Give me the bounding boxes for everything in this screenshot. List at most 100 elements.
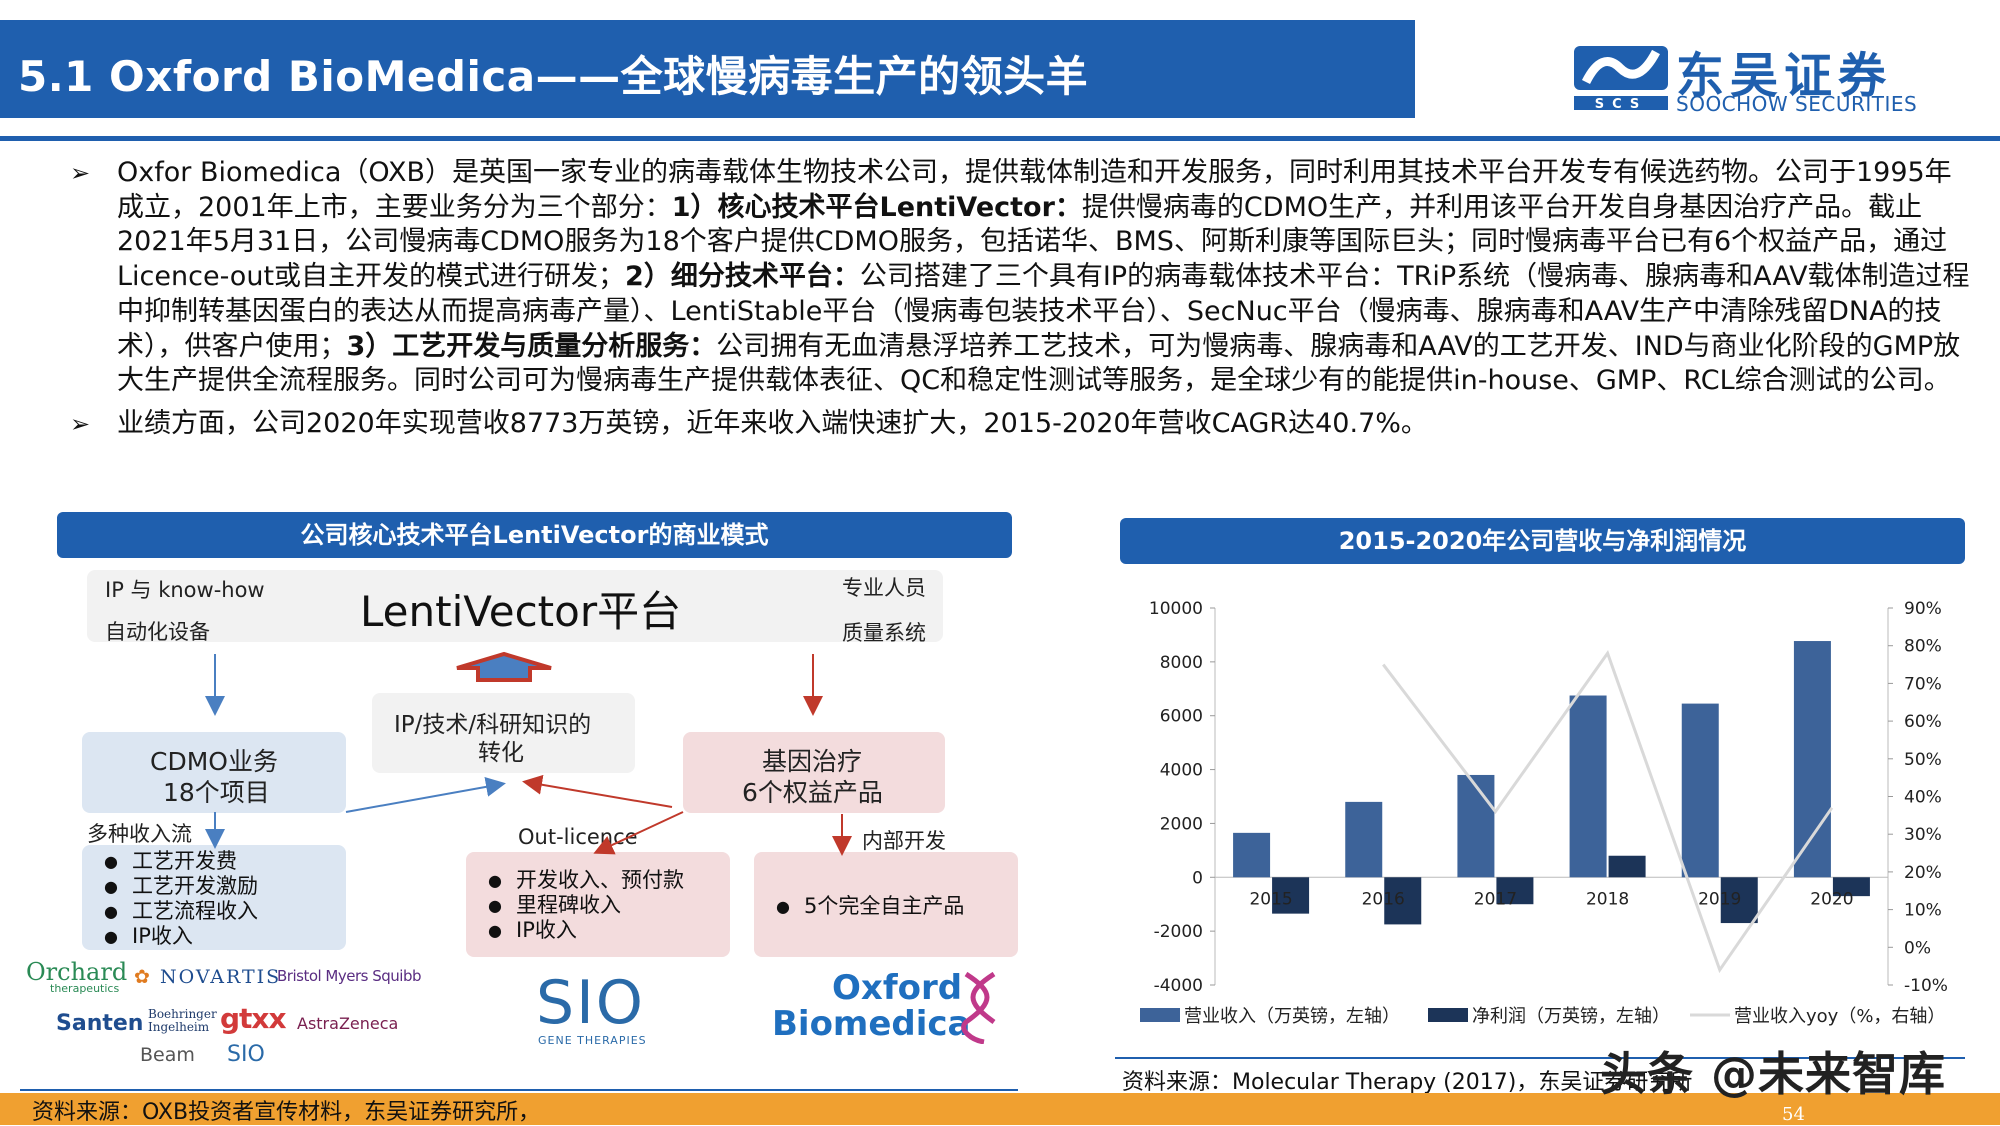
legend-swatch: [1428, 1008, 1468, 1022]
list-item: IP收入: [104, 924, 258, 949]
logo-mark: SCS: [1595, 97, 1648, 112]
revenue-bar: [1345, 801, 1383, 878]
legend-label: 净利润（万英镑，左轴）: [1472, 1006, 1670, 1027]
diagram-arrows: [205, 651, 852, 856]
revenue-streams-list: 工艺开发费 工艺开发激励 工艺流程收入 IP收入: [104, 849, 258, 949]
left-source: 资料来源：OXB投资者宣传材料，东吴证券研究所，: [32, 1100, 541, 1125]
ip-up-arrow-icon: [456, 651, 552, 682]
revenue-bar: [1569, 695, 1607, 878]
sio-logo: SIO GENE THERAPIES: [536, 968, 647, 1047]
x-tick-label: 2020: [1810, 889, 1853, 909]
bullet-text: 公司拥有无血清悬浮培养工艺技术，可为慢病毒、腺病毒和AAV的工艺开发、IND与商…: [117, 330, 1961, 397]
outlicence-list: 开发收入、预付款 里程碑收入 IP收入: [488, 868, 684, 943]
astrazeneca-logo: AstraZeneca: [297, 1014, 399, 1033]
gene-therapy-line2: 6个权益产品: [742, 778, 883, 807]
x-tick-label: 2017: [1474, 889, 1517, 909]
bullet-performance: ➢ 业绩方面，公司2020年实现营收8773万英镑，近年来收入端快速扩大，201…: [70, 407, 1970, 442]
cdmo-line2: 18个项目: [163, 778, 270, 807]
right-tick-label: -10%: [1904, 976, 1948, 996]
arrow-bullet-icon: ➢: [70, 159, 91, 187]
ip-transfer-line1: IP/技术/科研知识的: [394, 712, 592, 738]
left-tick-label: 0: [1192, 868, 1203, 888]
bullet-text: 公司搭建了三个具有IP的病毒载体技术平台：TRiP系统（慢病毒、腺病毒和AAV载…: [117, 261, 1970, 362]
right-tick-label: 60%: [1904, 712, 1942, 732]
platform-quality-label: 质量系统: [842, 621, 926, 645]
right-tick-label: 50%: [1904, 750, 1942, 770]
revenue-bar: [1233, 832, 1271, 878]
x-tick-label: 2016: [1362, 889, 1405, 909]
left-tick-label: 4000: [1160, 761, 1203, 781]
orchard-logo: Orchard therapeutics: [26, 958, 128, 995]
list-item: IP收入: [488, 918, 684, 943]
gtx-logo: gtxx: [220, 1002, 287, 1035]
novartis-flame-icon: ✿: [134, 966, 152, 988]
platform-ip-label: IP 与 know-how: [105, 578, 265, 602]
right-tick-label: 80%: [1904, 637, 1942, 657]
bullet-company: ➢ Oxfor Biomedica（OXB）是英国一家专业的病毒载体生物技术公司…: [70, 156, 1970, 399]
novartis-logo: ✿ NOVARTIS: [134, 966, 282, 988]
bullet-highlight: 1）核心技术平台LentiVector：: [671, 191, 1082, 223]
revenue-bar: [1681, 703, 1719, 878]
boehringer-logo: Boehringer Ingelheim: [148, 1007, 217, 1034]
net-profit-bar: [1720, 877, 1758, 924]
platform-automation-label: 自动化设备: [105, 620, 210, 644]
outlicence-label: Out-licence: [518, 825, 638, 849]
net-profit-bar: [1384, 877, 1422, 925]
chart-source-rule: [1115, 1057, 1965, 1059]
bullet-highlight: 3）工艺开发与质量分析服务：: [346, 330, 717, 362]
arrow-gene-to-ip: [522, 774, 673, 808]
platform-title: LentiVector平台: [360, 587, 682, 636]
watermark: 头条 @未来智库: [1600, 1047, 1947, 1101]
title-bar: [0, 20, 1415, 118]
right-tick-label: 30%: [1904, 825, 1942, 845]
left-tick-label: -4000: [1154, 976, 1203, 996]
left-tick-label: -2000: [1154, 922, 1203, 942]
bullet-text: 提供慢病毒的CDMO生产，并利用该平台开发自身基因治疗产品。截止2021年5月3…: [117, 191, 1948, 293]
right-tick-label: 10%: [1904, 901, 1942, 921]
ip-transfer-box: [372, 693, 635, 773]
x-tick-label: 2019: [1698, 889, 1741, 909]
chart-source: 资料来源：Molecular Therapy (2017)，东吴证券研究所: [1122, 1070, 1693, 1095]
list-item: 工艺流程收入: [104, 899, 258, 924]
oxford-biomedica-logo: Oxford Biomedica: [772, 970, 996, 1044]
x-tick-label: 2015: [1249, 889, 1292, 909]
footer-bar: [0, 1093, 2000, 1125]
list-item: 里程碑收入: [488, 893, 684, 918]
bms-logo: Bristol Myers Squibb: [277, 967, 422, 985]
bullet-text: 业绩方面，公司2020年实现营收8773万英镑，近年来收入端快速扩大，2015-…: [117, 407, 1428, 439]
scs-logo-icon: SCS: [1574, 46, 1668, 112]
list-item: 5个完全自主产品: [776, 894, 964, 919]
chart-header: 2015-2020年公司营收与净利润情况: [1120, 518, 1965, 564]
legend-swatch: [1140, 1008, 1180, 1022]
beam-logo: Beam: [140, 1044, 195, 1066]
dna-helix-icon: [961, 972, 996, 1044]
bullet-text: Oxfor Biomedica（OXB）是英国一家专业的病毒载体生物技术公司，提…: [117, 157, 1952, 223]
arrow-bullet-icon: ➢: [70, 409, 91, 438]
logo-en: SOOCHOW SECURITIES: [1676, 92, 1918, 116]
sio-small-logo: SIO: [227, 1042, 265, 1067]
revenue-streams-label: 多种收入流: [87, 822, 192, 846]
bullet-highlight: 2）细分技术平台：: [625, 261, 860, 293]
legend-label: 营业收入（万英镑，左轴）: [1184, 1006, 1400, 1027]
left-tick-label: 6000: [1160, 707, 1203, 727]
revenue-profit-chart: -4000 -2000 0 2000 4000 6000 8000 10000 -10% 0% 10…: [1140, 599, 1948, 1027]
left-tick-label: 8000: [1160, 653, 1203, 673]
page-number: 54: [1782, 1104, 1805, 1125]
right-tick-label: 70%: [1904, 674, 1942, 694]
cdmo-line1: CDMO业务: [150, 747, 278, 776]
arrow-gene-to-outlicence: [593, 811, 684, 855]
internal-dev-label: 内部开发: [862, 829, 946, 853]
net-profit-bar: [1832, 877, 1870, 897]
revenue-bar: [1457, 774, 1495, 878]
left-tick-label: 10000: [1149, 599, 1203, 619]
list-item: 工艺开发费: [104, 849, 258, 874]
right-tick-label: 40%: [1904, 788, 1942, 808]
gene-therapy-box: [683, 732, 945, 813]
x-tick-label: 2018: [1586, 889, 1629, 909]
cdmo-box: [82, 732, 346, 813]
revenue-bar: [1793, 641, 1831, 878]
left-tick-label: 2000: [1160, 814, 1203, 834]
business-model-header: 公司核心技术平台LentiVector的商业模式: [57, 512, 1012, 558]
santen-logo: Santen: [56, 1011, 144, 1036]
right-tick-label: 0%: [1904, 938, 1931, 958]
